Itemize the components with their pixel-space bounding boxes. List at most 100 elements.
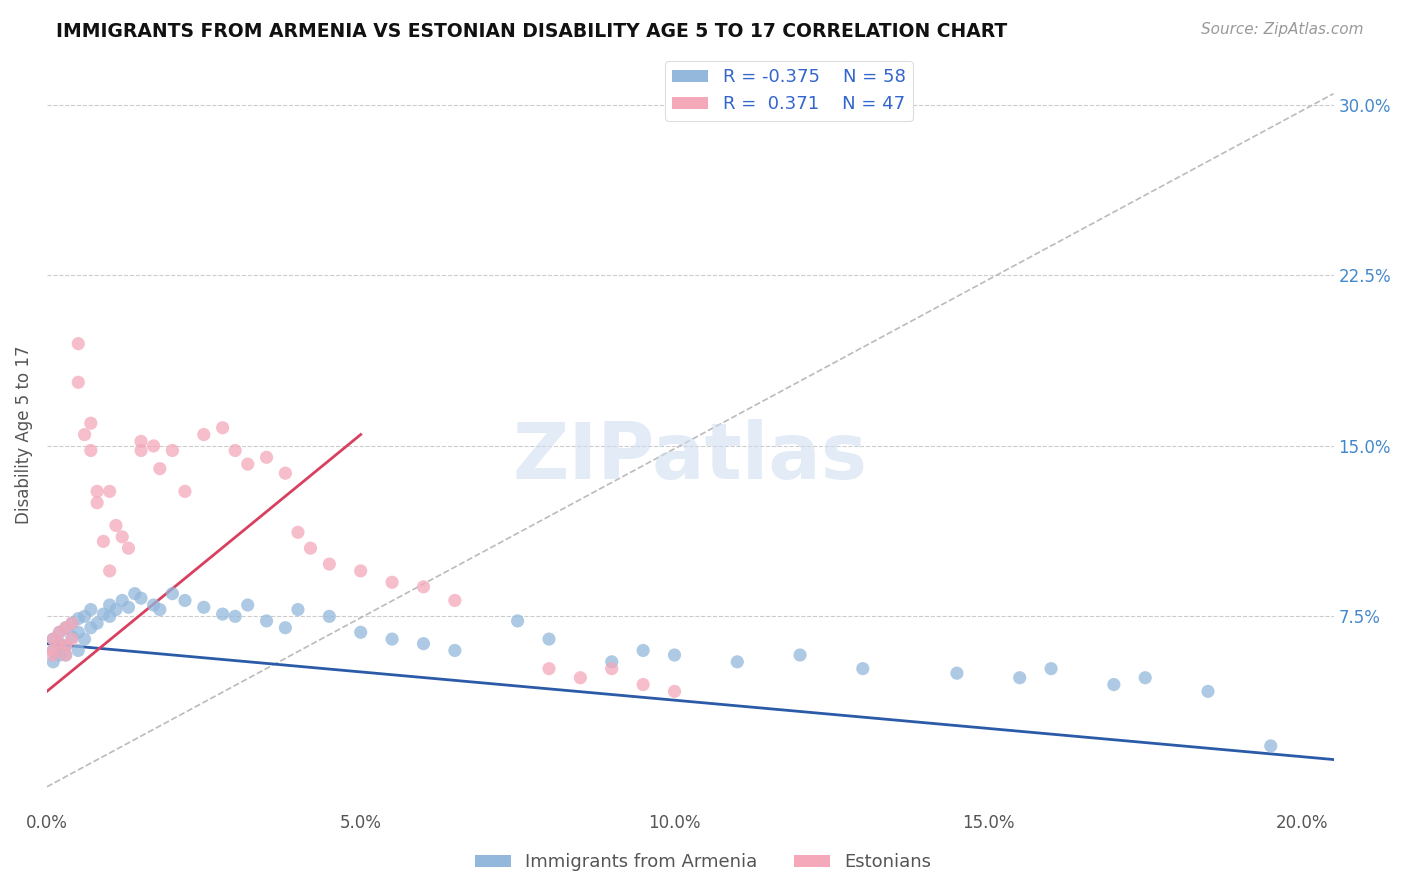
Point — [55, 639, 77, 653]
Point — [86, 484, 108, 499]
Point — [381, 575, 404, 590]
Point — [506, 614, 529, 628]
Point — [55, 639, 77, 653]
Point — [444, 643, 467, 657]
Point — [129, 591, 152, 606]
Point — [946, 666, 969, 681]
Y-axis label: Disability Age 5 to 17: Disability Age 5 to 17 — [15, 345, 32, 524]
Point — [236, 457, 259, 471]
Point — [60, 616, 83, 631]
Point — [48, 648, 70, 662]
Point — [600, 662, 623, 676]
Point — [42, 648, 65, 662]
Point — [149, 461, 172, 475]
Point — [299, 541, 322, 556]
Point — [55, 621, 77, 635]
Point — [111, 593, 134, 607]
Point — [42, 655, 65, 669]
Point — [129, 443, 152, 458]
Point — [537, 632, 560, 646]
Point — [73, 632, 96, 646]
Point — [274, 621, 297, 635]
Point — [80, 443, 103, 458]
Point — [1040, 662, 1063, 676]
Point — [1102, 677, 1125, 691]
Point — [60, 630, 83, 644]
Point — [42, 632, 65, 646]
Point — [274, 466, 297, 480]
Point — [852, 662, 875, 676]
Point — [80, 602, 103, 616]
Point — [256, 614, 278, 628]
Point — [60, 616, 83, 631]
Point — [42, 632, 65, 646]
Point — [162, 443, 184, 458]
Point — [86, 496, 108, 510]
Point — [600, 655, 623, 669]
Point — [224, 443, 246, 458]
Point — [256, 450, 278, 465]
Point — [67, 625, 90, 640]
Point — [631, 643, 654, 657]
Point — [211, 421, 233, 435]
Point — [174, 593, 197, 607]
Point — [86, 616, 108, 631]
Point — [48, 637, 70, 651]
Point — [93, 607, 115, 621]
Point — [1008, 671, 1031, 685]
Point — [664, 684, 686, 698]
Point — [725, 655, 748, 669]
Point — [73, 427, 96, 442]
Point — [149, 602, 172, 616]
Point — [211, 607, 233, 621]
Point — [73, 609, 96, 624]
Point — [174, 484, 197, 499]
Point — [224, 609, 246, 624]
Point — [98, 484, 121, 499]
Point — [117, 600, 139, 615]
Point — [42, 643, 65, 657]
Legend: R = -0.375    N = 58, R =  0.371    N = 47: R = -0.375 N = 58, R = 0.371 N = 47 — [665, 62, 912, 120]
Point — [1197, 684, 1219, 698]
Point — [60, 632, 83, 646]
Point — [162, 587, 184, 601]
Point — [98, 598, 121, 612]
Point — [48, 637, 70, 651]
Point — [412, 580, 434, 594]
Point — [93, 534, 115, 549]
Legend: Immigrants from Armenia, Estonians: Immigrants from Armenia, Estonians — [468, 847, 938, 879]
Point — [124, 587, 146, 601]
Point — [80, 416, 103, 430]
Text: ZIPatlas: ZIPatlas — [513, 419, 868, 495]
Point — [537, 662, 560, 676]
Point — [318, 557, 340, 571]
Point — [55, 648, 77, 662]
Point — [104, 602, 127, 616]
Point — [80, 621, 103, 635]
Point — [67, 336, 90, 351]
Point — [98, 564, 121, 578]
Point — [48, 625, 70, 640]
Point — [55, 648, 77, 662]
Point — [1260, 739, 1282, 753]
Point — [193, 600, 215, 615]
Point — [664, 648, 686, 662]
Point — [1135, 671, 1157, 685]
Point — [287, 525, 309, 540]
Point — [142, 439, 165, 453]
Point — [142, 598, 165, 612]
Point — [350, 625, 373, 640]
Point — [381, 632, 404, 646]
Point — [444, 593, 467, 607]
Point — [67, 376, 90, 390]
Point — [55, 621, 77, 635]
Point — [67, 612, 90, 626]
Point — [98, 609, 121, 624]
Point — [129, 434, 152, 449]
Point — [350, 564, 373, 578]
Point — [67, 643, 90, 657]
Text: Source: ZipAtlas.com: Source: ZipAtlas.com — [1201, 22, 1364, 37]
Point — [412, 637, 434, 651]
Point — [318, 609, 340, 624]
Point — [287, 602, 309, 616]
